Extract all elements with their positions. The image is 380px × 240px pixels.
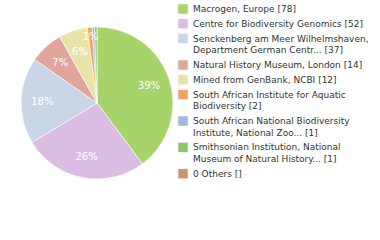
legend-swatch	[178, 4, 188, 14]
slice-labels: 39% 26% 18% 7% 6% 1%	[31, 31, 160, 162]
slice-label: 39%	[138, 80, 160, 91]
legend-swatch	[178, 90, 188, 100]
legend-swatch	[178, 60, 188, 70]
legend-swatch	[178, 116, 188, 126]
legend-swatch	[178, 34, 188, 44]
slice-label: 6%	[72, 46, 88, 57]
slice-label: 7%	[52, 57, 68, 68]
slice-label: 1%	[83, 31, 99, 42]
slices	[21, 27, 173, 179]
legend-swatch	[178, 75, 188, 85]
legend-label: South African Institute for AquaticBiodi…	[193, 90, 346, 112]
legend-label: Macrogen, Europe [78]	[193, 4, 296, 14]
legend-swatch	[178, 142, 188, 152]
legend-label: Smithsonian Institution, NationalMuseum …	[193, 142, 340, 164]
legend-label: Mined from GenBank, NCBI [12]	[193, 75, 337, 85]
slice-label: 26%	[75, 151, 97, 162]
chart: 39% 26% 18% 7% 6% 1% Macrogen, Europe [78] Cent…	[0, 0, 380, 240]
legend-label: Senckenberg am Meer Wilhelmshaven,Depart…	[193, 34, 369, 56]
legend: Macrogen, Europe [78] Centre for Biodiver…	[178, 4, 369, 179]
legend-swatch	[178, 169, 188, 179]
legend-label: 0 Others []	[193, 169, 242, 179]
legend-label: South African National BiodiversityInsti…	[193, 116, 350, 138]
legend-swatch	[178, 19, 188, 29]
legend-label: Natural History Museum, London [14]	[193, 60, 362, 70]
legend-label: Centre for Biodiversity Genomics [52]	[193, 19, 363, 29]
slice-label: 18%	[31, 96, 53, 107]
